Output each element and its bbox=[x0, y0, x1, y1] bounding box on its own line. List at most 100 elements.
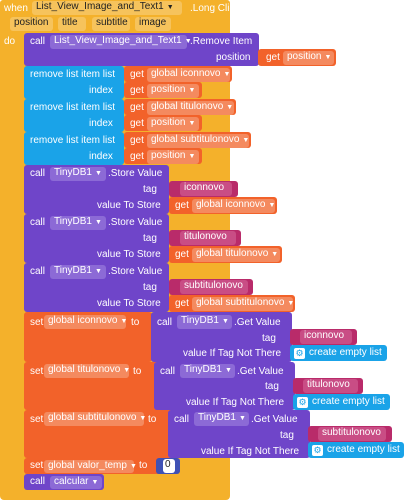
param-title[interactable]: title bbox=[58, 17, 86, 31]
remove-list-item-index-var-text-2: position bbox=[151, 117, 186, 128]
remove-list-item-label-3: remove list item list bbox=[30, 135, 116, 146]
set-var-1[interactable]: global iconnovo ▼ bbox=[44, 315, 127, 329]
remove-list-item-index-var-2[interactable]: position ▼ bbox=[147, 117, 199, 131]
remove-list-item-index-label-1: index bbox=[89, 85, 113, 96]
remove-list-item-list-var-2[interactable]: global titulonovo ▼ bbox=[147, 101, 234, 115]
chevron-down-icon: ▼ bbox=[188, 153, 196, 160]
chevron-down-icon: ▼ bbox=[287, 300, 295, 307]
remove-list-item-block-3[interactable] bbox=[24, 132, 124, 165]
remove-item-get-value-text: position bbox=[287, 51, 322, 62]
chevron-down-icon: ▼ bbox=[268, 202, 276, 209]
store-value-method-2: .Store Value bbox=[108, 217, 163, 228]
store-value-component-2[interactable]: TinyDB1 ▼ bbox=[50, 216, 106, 230]
chevron-down-icon: ▼ bbox=[94, 219, 102, 226]
store-value-component-3[interactable]: TinyDB1 ▼ bbox=[50, 265, 106, 279]
remove-list-item-index-label-2: index bbox=[89, 118, 113, 129]
store-value-val-label-2: value To Store bbox=[97, 249, 161, 260]
set-to-label-1: to bbox=[131, 317, 140, 328]
get-value-tag-text-2[interactable]: titulonovo bbox=[303, 379, 358, 393]
call-procedure-name: calcular bbox=[54, 476, 89, 487]
store-value-tag-text-1[interactable]: iconnovo bbox=[180, 182, 232, 196]
store-value-tag-label-2: tag bbox=[143, 233, 157, 244]
store-value-component-text-1: TinyDB1 bbox=[54, 167, 92, 178]
store-value-get-var-1[interactable]: global iconnovo ▼ bbox=[192, 199, 275, 213]
set-temp-var[interactable]: global valor_temp ▼ bbox=[44, 460, 137, 473]
event-component-dropdown[interactable]: List_View_Image_and_Text1 ▼ bbox=[32, 1, 182, 15]
get-value-call-3: call bbox=[174, 414, 190, 425]
set-var-3[interactable]: global subtitulonovo ▼ bbox=[44, 412, 146, 426]
remove-list-item-index-var-1[interactable]: position ▼ bbox=[147, 84, 199, 98]
remove-list-item-block-1[interactable] bbox=[24, 66, 124, 99]
store-value-tag-text-3[interactable]: subtitulonovo bbox=[180, 280, 248, 294]
create-empty-list-label-1: create empty list bbox=[309, 347, 382, 358]
remove-list-item-list-var-3[interactable]: global subtitulonovo ▼ bbox=[147, 134, 249, 148]
remove-list-item-index-get-label-1: get bbox=[130, 85, 144, 96]
store-value-call-3: call bbox=[30, 266, 46, 277]
remove-list-item-index-get-label-2: get bbox=[130, 118, 144, 129]
get-value-if-label-3: value If Tag Not There bbox=[201, 446, 300, 457]
store-value-component-1[interactable]: TinyDB1 ▼ bbox=[50, 167, 106, 181]
chevron-down-icon: ▼ bbox=[123, 367, 131, 374]
get-value-component-2[interactable]: TinyDB1 ▼ bbox=[180, 364, 235, 378]
get-value-empty-text-2: ⚙ create empty list bbox=[297, 396, 385, 408]
store-value-get-var-text-3: global subtitulonovo bbox=[196, 297, 285, 308]
get-value-component-text-3: TinyDB1 bbox=[198, 412, 236, 423]
chevron-down-icon: ▼ bbox=[129, 463, 137, 470]
chevron-down-icon: ▼ bbox=[324, 54, 332, 61]
get-value-call-1: call bbox=[157, 317, 173, 328]
get-value-empty-block-2[interactable] bbox=[293, 394, 390, 410]
gear-icon[interactable]: ⚙ bbox=[294, 348, 305, 359]
get-value-component-text-1: TinyDB1 bbox=[181, 315, 219, 326]
chevron-down-icon: ▼ bbox=[226, 104, 234, 111]
call-procedure-dropdown[interactable]: calcular ▼ bbox=[50, 476, 102, 489]
store-value-val-label-1: value To Store bbox=[97, 200, 161, 211]
create-empty-list-label-2: create empty list bbox=[312, 396, 385, 407]
store-value-get-var-2[interactable]: global titulonovo ▼ bbox=[192, 248, 280, 262]
get-value-tag-text-3[interactable]: subtitulonovo bbox=[318, 427, 386, 441]
remove-list-item-list-get-label-3: get bbox=[130, 135, 144, 146]
get-value-component-1[interactable]: TinyDB1 ▼ bbox=[177, 315, 232, 329]
remove-item-method-label: .Remove Item bbox=[190, 36, 253, 47]
param-subtitle[interactable]: subtitle bbox=[92, 17, 130, 31]
set-var-text-2: global titulonovo bbox=[48, 364, 121, 375]
set-label-1: set bbox=[30, 317, 44, 328]
chevron-down-icon: ▼ bbox=[271, 251, 279, 258]
chevron-down-icon: ▼ bbox=[94, 170, 102, 177]
get-value-empty-block-3[interactable] bbox=[308, 442, 404, 458]
get-value-tag-text-1[interactable]: iconnovo bbox=[300, 330, 352, 344]
chevron-down-icon: ▼ bbox=[94, 268, 102, 275]
remove-list-item-block-2[interactable] bbox=[24, 99, 124, 132]
remove-list-item-list-var-1[interactable]: global iconnovo ▼ bbox=[147, 68, 230, 82]
gear-icon[interactable]: ⚙ bbox=[312, 445, 323, 456]
store-value-tag-text-2[interactable]: titulonovo bbox=[180, 231, 236, 245]
get-value-tag-label-3: tag bbox=[280, 430, 294, 441]
remove-list-item-index-var-3[interactable]: position ▼ bbox=[147, 150, 199, 164]
chevron-down-icon: ▼ bbox=[166, 4, 174, 11]
chevron-down-icon: ▼ bbox=[188, 120, 196, 127]
store-value-get-var-text-1: global iconnovo bbox=[196, 199, 266, 210]
set-var-text-3: global subtitulonovo bbox=[48, 412, 137, 423]
gear-icon[interactable]: ⚙ bbox=[297, 397, 308, 408]
remove-list-item-index-var-text-1: position bbox=[151, 84, 186, 95]
param-position[interactable]: position bbox=[10, 17, 53, 31]
get-value-tag-label-2: tag bbox=[265, 381, 279, 392]
store-value-get-var-3[interactable]: global subtitulonovo ▼ bbox=[192, 297, 295, 311]
remove-item-get-value[interactable]: position ▼ bbox=[283, 51, 334, 65]
remove-list-item-list-get-label-1: get bbox=[130, 69, 144, 80]
store-value-get-label-3: get bbox=[175, 298, 189, 309]
set-temp-number[interactable]: 0 bbox=[163, 459, 175, 473]
param-image[interactable]: image bbox=[135, 17, 171, 31]
event-component-name: List_View_Image_and_Text1 bbox=[36, 1, 164, 12]
remove-item-component-dropdown[interactable]: List_View_Image_and_Text1 ▼ bbox=[50, 35, 192, 49]
create-empty-list-label-3: create empty list bbox=[327, 444, 400, 455]
set-var-text-1: global iconnovo bbox=[48, 315, 118, 326]
store-value-method-3: .Store Value bbox=[108, 266, 163, 277]
remove-item-component-name: List_View_Image_and_Text1 bbox=[54, 35, 182, 46]
get-value-empty-block-1[interactable] bbox=[290, 345, 387, 361]
set-temp-label: set bbox=[30, 460, 44, 471]
call-procedure-label: call bbox=[30, 476, 46, 487]
store-value-get-label-2: get bbox=[175, 249, 189, 260]
get-value-component-3[interactable]: TinyDB1 ▼ bbox=[194, 412, 249, 426]
set-var-2[interactable]: global titulonovo ▼ bbox=[44, 364, 131, 378]
set-label-3: set bbox=[30, 414, 44, 425]
